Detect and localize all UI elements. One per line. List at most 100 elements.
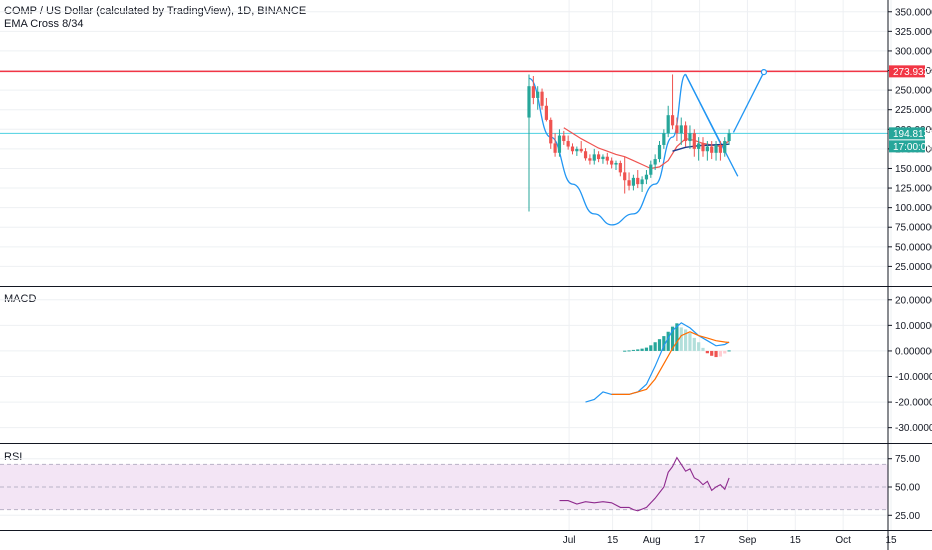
axis-tick-label: 50.000000: [895, 242, 932, 253]
candle-body: [562, 135, 566, 142]
candle-body: [649, 164, 653, 175]
candle-body: [544, 105, 548, 120]
candle-body: [670, 115, 675, 126]
macd-histogram-bar: [727, 350, 731, 352]
axis-tick-label: 100.000000: [895, 203, 932, 214]
pattern-line-3: [732, 71, 765, 133]
signal-line: [611, 331, 730, 395]
macd-histogram-bar: [631, 349, 635, 351]
candlesticks: [527, 74, 731, 212]
rsi-band: [0, 463, 888, 511]
candle-body: [536, 91, 540, 98]
resistance-price-tag-text: 273.932360: [893, 67, 932, 78]
axis-tick-label: -30.000000: [895, 423, 932, 434]
candle-body: [597, 154, 601, 160]
axis-tick-label: 250.000000: [895, 86, 932, 97]
candle-body: [662, 133, 666, 145]
axis-tick-label: 25.00: [895, 511, 920, 522]
last-price-tag: 194.813551: [889, 127, 932, 140]
axis-tick-label: 50.00: [895, 483, 920, 494]
candle-body: [566, 141, 570, 147]
axis-tick-label: 20.000000: [895, 295, 932, 306]
candle-body: [727, 133, 731, 142]
candle-body: [723, 141, 727, 153]
candle-body: [640, 179, 644, 185]
axis-tick-label: -20.000000: [895, 398, 932, 409]
candle-body: [653, 159, 657, 165]
macd-histogram-bar: [688, 333, 692, 351]
candle-body: [601, 156, 605, 160]
bar-countdown-tag-bg: [889, 140, 925, 153]
time-tick-label: 15: [790, 535, 802, 546]
axis-tick-label: 75.000000: [895, 223, 932, 234]
macd-histogram-bar: [657, 339, 662, 351]
candle-body: [575, 148, 579, 152]
macd-pane-label[interactable]: MACD: [4, 293, 37, 305]
candle-body: [644, 174, 649, 180]
rsi-pane-label[interactable]: RSI: [4, 451, 23, 463]
macd-histogram-bar: [636, 349, 640, 351]
candle-body: [549, 119, 553, 144]
axis-tick-label: 0.000000: [895, 346, 932, 357]
candle-body: [614, 162, 618, 165]
macd-histogram-bar: [644, 347, 649, 351]
time-tick-label: Jul: [563, 535, 576, 546]
candle-body: [605, 156, 609, 161]
axis-tick-label: 350.000000: [895, 7, 932, 18]
candle-body: [531, 86, 535, 98]
last-price-tag-bg: [889, 127, 925, 140]
macd-histogram-bar: [679, 327, 683, 351]
macd-histogram-bar: [714, 350, 718, 358]
time-tick-label: 15: [885, 535, 897, 546]
axis-tick-label: 300.000000: [895, 46, 932, 57]
time-tick-label: 15: [607, 535, 619, 546]
candle-body: [553, 143, 557, 153]
macd-histogram-bar: [710, 350, 714, 356]
time-axis: Jul 15 Aug 17 Sep 15 Oct 15: [563, 535, 897, 546]
macd-line: [585, 322, 730, 403]
candle-body: [557, 135, 562, 153]
macd-histogram-bar: [653, 342, 657, 351]
ema-fast-line: [563, 127, 730, 170]
time-tick-label: 17: [694, 535, 706, 546]
macd-histogram-bar: [705, 350, 709, 354]
macd-histogram-bar: [623, 350, 627, 352]
macd-histogram-bar: [675, 323, 679, 351]
grid-lines: [0, 0, 892, 530]
cup-pattern-curve: [528, 73, 687, 226]
axis-tick-label: 25.000000: [895, 262, 932, 273]
candle-body: [636, 177, 640, 185]
candle-body: [570, 146, 575, 152]
price-axes: 350.000000325.000000300.000000275.000000…: [888, 7, 932, 522]
time-tick-label: Oct: [835, 535, 851, 546]
rsi-plot: [559, 456, 730, 512]
candle-body: [714, 144, 718, 153]
candle-body: [618, 162, 622, 173]
macd-histogram-bar: [670, 326, 675, 351]
candle-body: [527, 86, 531, 118]
candle-body: [705, 146, 709, 152]
candle-body: [583, 151, 588, 159]
macd-histogram-bar: [723, 350, 727, 354]
last-price-tag-text: 194.813551: [893, 129, 932, 140]
pattern-line-2: [685, 74, 739, 177]
macd-histogram-bar: [684, 329, 688, 351]
candle-body: [610, 160, 614, 165]
target-point: [760, 68, 768, 76]
macd-histogram-bar: [701, 347, 705, 351]
rsi-line: [559, 456, 730, 512]
macd-histogram-bar: [666, 331, 670, 351]
candle-body: [623, 172, 627, 181]
resistance-price-tag: 273.932360: [889, 65, 932, 78]
axis-tick-label: 125.000000: [895, 184, 932, 195]
macd-histogram-bar: [649, 345, 653, 351]
macd-histogram-bar: [662, 336, 666, 351]
macd-histogram-bar: [640, 348, 644, 351]
axis-tick-label: 75.00: [895, 454, 920, 465]
bar-countdown-tag: 17:00:09: [889, 140, 932, 153]
indicator-legend-ema-cross[interactable]: EMA Cross 8/34: [4, 18, 84, 30]
candle-body: [588, 158, 592, 161]
candle-body: [627, 180, 631, 186]
candle-body: [688, 133, 692, 142]
